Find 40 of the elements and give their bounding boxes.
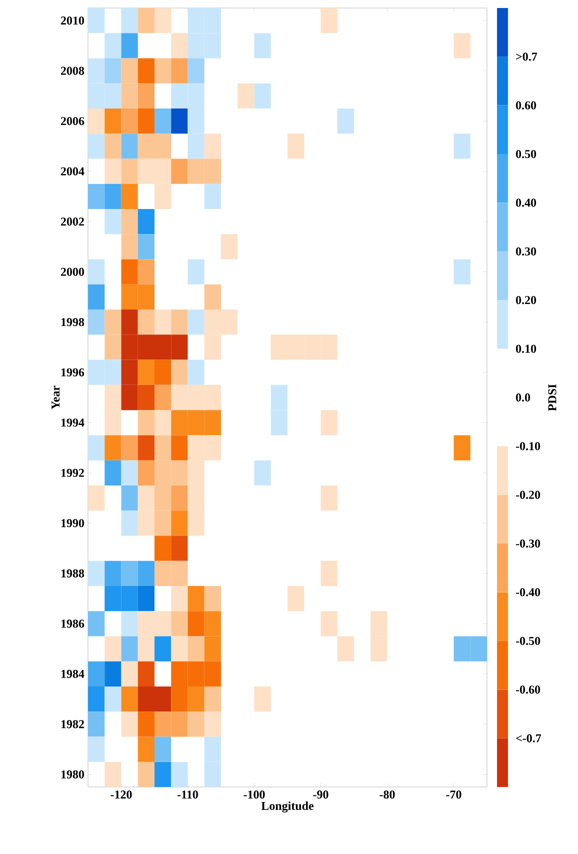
color-bar-label: 0.60 [516,101,536,110]
y-tick-label: 1984 [61,670,84,678]
color-bar-label: -0.40 [516,588,540,596]
color-bar-label: -0.60 [516,686,540,694]
x-tick-label: -90 [313,790,328,799]
color-bar-label: -0.20 [516,490,540,499]
x-tick-label: -100 [244,790,265,799]
color-bar-label: -0.30 [516,539,540,548]
color-bar-label: >0.7 [516,52,538,61]
color-bar-label: 0.40 [516,198,536,207]
color-bar-label: 0.10 [516,344,536,353]
x-tick-label: -110 [178,790,198,799]
color-bar-label: 0.20 [516,296,536,304]
y-tick-label: 1988 [61,569,84,578]
color-bar-label: -0.50 [516,636,540,646]
color-bar-label: <-0.7 [516,734,542,742]
color-bar-label: 0.30 [516,247,536,256]
color-bar-label: 0.50 [516,150,536,158]
y-tick-label: 2002 [60,218,84,226]
x-tick-label: -80 [380,790,395,799]
y-tick-label: 1998 [61,318,84,326]
y-tick-label: 1986 [61,620,84,628]
y-tick-label: 2008 [60,66,84,75]
x-axis-title: Longitude [261,801,314,812]
color-bar-label: 0.0 [516,393,530,402]
y-tick-label: 2000 [60,268,84,276]
y-tick-label: 1980 [61,770,84,778]
y-tick-label: 1996 [61,368,84,376]
y-tick-label: 2006 [60,117,84,126]
color-bar-title: PDSI [548,384,556,411]
color-bar-label: -0.10 [516,442,540,450]
y-tick-label: 1994 [61,418,84,427]
y-axis-title: Year [52,386,60,410]
y-tick-label: 1982 [61,720,84,728]
y-tick-label: 2004 [60,167,84,176]
x-tick-label: -70 [446,790,462,799]
y-tick-label: 2010 [60,16,84,25]
y-tick-label: 1990 [61,519,84,528]
y-tick-label: 1992 [61,468,84,477]
x-tick-label: -120 [110,790,132,799]
